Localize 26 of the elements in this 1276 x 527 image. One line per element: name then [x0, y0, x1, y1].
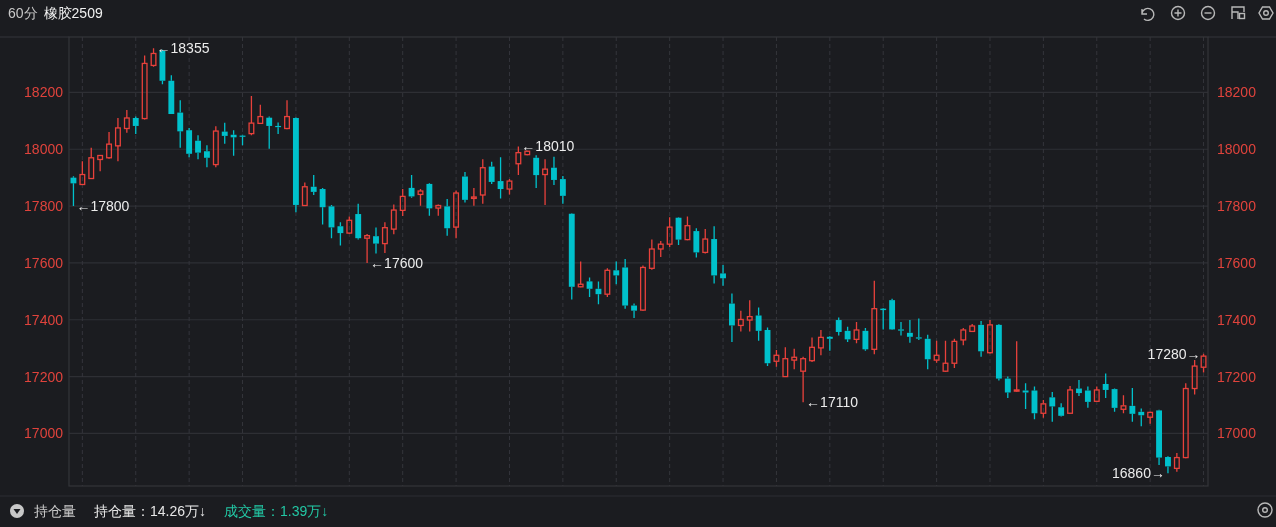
y2-tick-label: 18200: [1217, 84, 1257, 101]
y2-tick-label: 17600: [1217, 254, 1257, 271]
y2-tick-label: 17200: [1217, 368, 1257, 385]
text: 持仓量: [34, 503, 76, 519]
y2-tick-label: 17800: [1217, 198, 1257, 215]
y-tick-label: 18000: [24, 141, 64, 158]
chart-subtitle: 60分: [8, 5, 38, 21]
y-tick-label: 17400: [24, 311, 64, 328]
y2-tick-label: 17000: [1217, 425, 1257, 442]
y-tick-label: 17800: [24, 198, 64, 215]
text: ←17110: [806, 394, 859, 411]
text: 16860→: [1112, 465, 1165, 482]
y-tick-label: 17600: [24, 254, 64, 271]
y-tick-label: 17000: [24, 425, 64, 442]
text: 持仓量：14.26万↓: [94, 503, 207, 519]
text: ←17800: [76, 198, 130, 215]
y2-tick-label: 17400: [1217, 311, 1257, 328]
text: 成交量：1.39万↓: [224, 503, 329, 519]
text: 17280→: [1147, 345, 1201, 362]
y2-tick-label: 18000: [1217, 141, 1257, 158]
text: ←18355: [156, 40, 210, 57]
y-tick-label: 17200: [24, 368, 64, 385]
text: ←18010: [521, 138, 575, 155]
text: ←17600: [370, 254, 424, 271]
y-tick-label: 18200: [24, 84, 64, 101]
chart-title: 橡胶2509: [43, 5, 103, 21]
